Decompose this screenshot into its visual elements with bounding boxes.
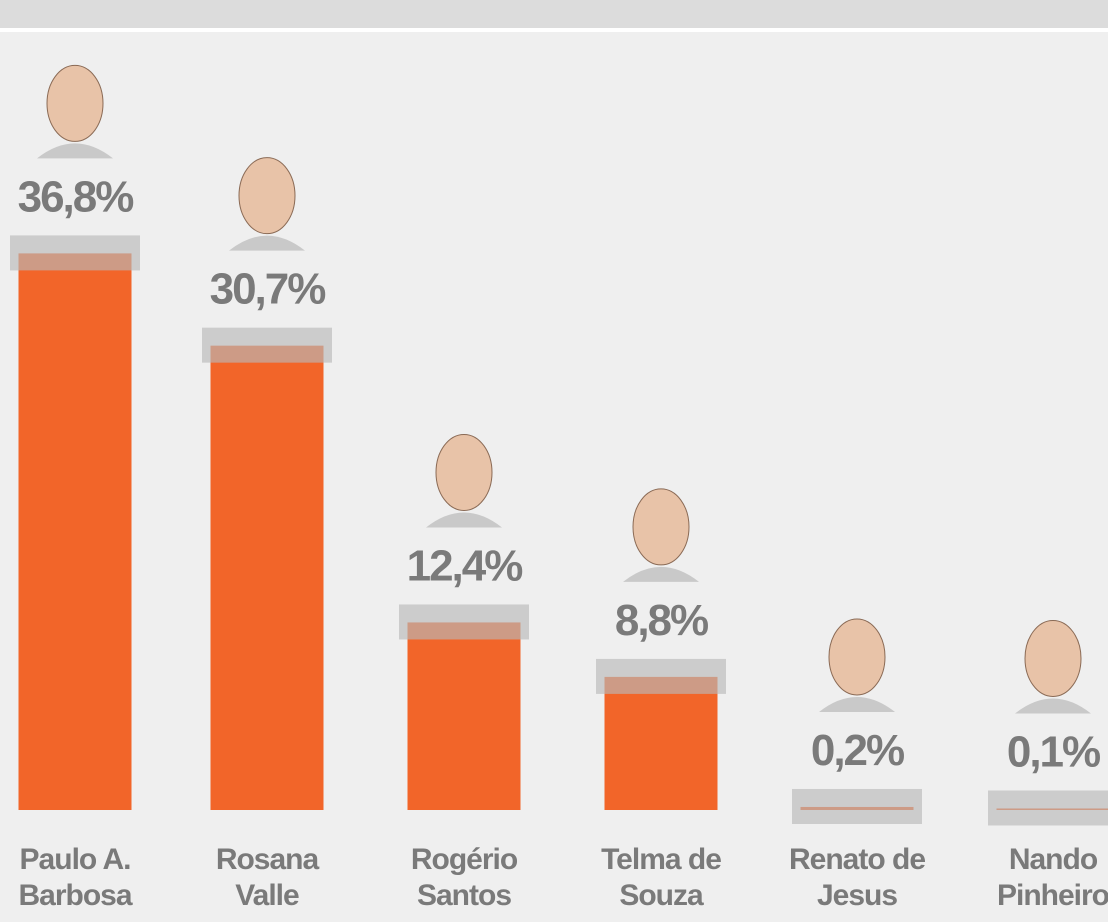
bar xyxy=(211,346,324,810)
value-label: 8,8% xyxy=(615,596,708,645)
category-label: Rogério Santos xyxy=(389,842,539,914)
header-rule xyxy=(0,28,1108,32)
portrait-face xyxy=(436,434,492,510)
bar-cap xyxy=(202,328,332,363)
bar-cap xyxy=(399,604,529,639)
bar-cap xyxy=(596,659,726,694)
category-label: Nando Pinheiro xyxy=(978,842,1108,914)
page: 36,8%30,7%12,4%8,8%0,2%0,1% (() => { con… xyxy=(0,0,1108,922)
bar-cap xyxy=(792,789,922,824)
category-label: Telma de Souza xyxy=(586,842,736,914)
value-label: 12,4% xyxy=(407,541,523,590)
portrait-shoulders xyxy=(37,143,113,158)
value-label: 36,8% xyxy=(18,172,134,221)
category-label: Paulo A. Barbosa xyxy=(0,842,150,914)
portrait-shoulders xyxy=(1015,698,1091,713)
category-label: Rosana Valle xyxy=(192,842,342,914)
bar xyxy=(19,253,132,810)
portrait-shoulders xyxy=(229,236,305,251)
portrait-face xyxy=(239,158,295,234)
bar xyxy=(605,677,718,810)
portrait-face xyxy=(829,619,885,695)
category-label: Renato de Jesus xyxy=(782,842,932,914)
portrait-face xyxy=(47,65,103,141)
portrait-shoulders xyxy=(623,567,699,582)
value-label: 30,7% xyxy=(210,265,326,314)
portrait-face xyxy=(1025,620,1081,696)
portrait-face xyxy=(633,489,689,565)
bar xyxy=(408,622,521,810)
bar-cap xyxy=(988,790,1108,825)
portrait-shoulders xyxy=(819,697,895,712)
bar-cap xyxy=(10,235,140,270)
value-label: 0,2% xyxy=(811,726,904,775)
chart: 36,8% 30,7% 12,4% 8,8% 0,2% 0,1% xyxy=(0,0,1108,922)
value-label: 0,1% xyxy=(1007,727,1100,776)
portrait-shoulders xyxy=(426,512,502,527)
header-band xyxy=(0,0,1108,28)
